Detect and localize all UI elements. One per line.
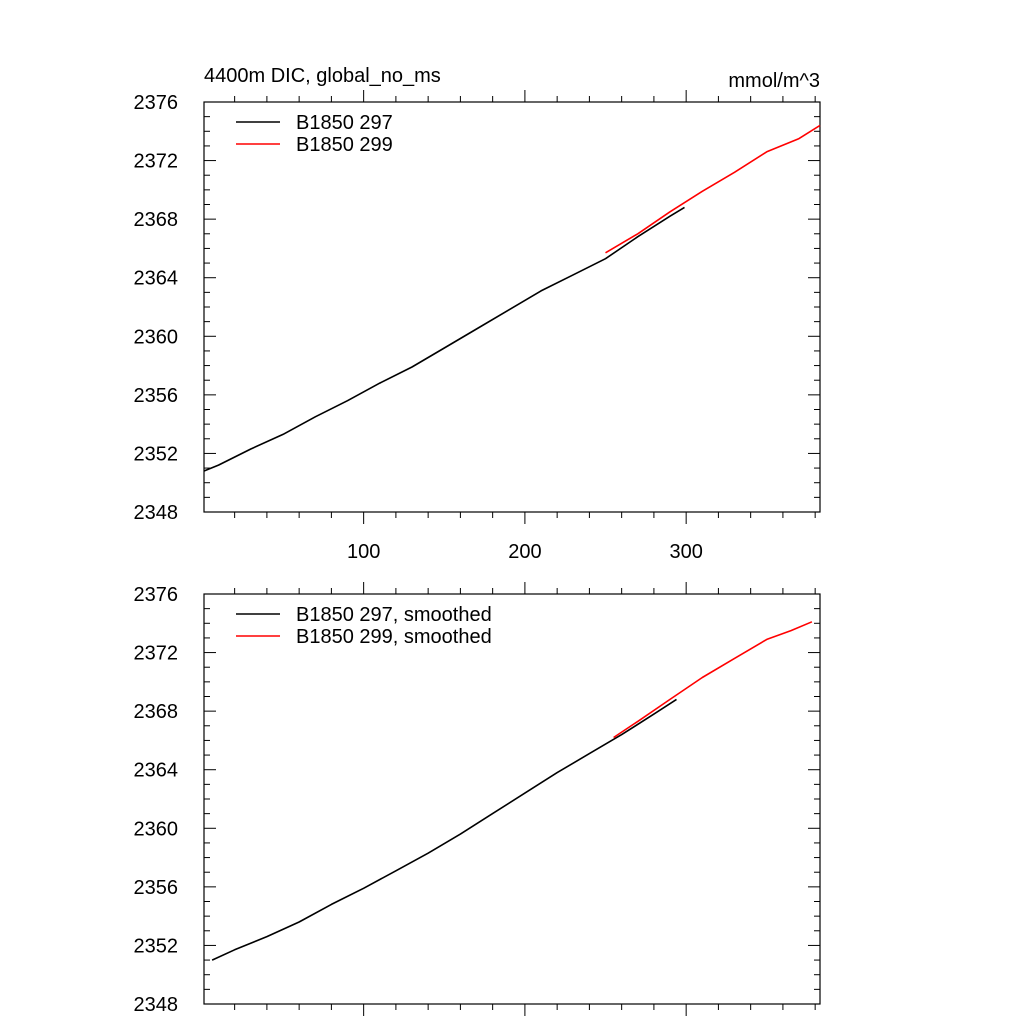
y-tick-label: 2360 [134,818,179,840]
unit-label: mmol/m^3 [728,70,820,92]
series-line-0 [211,698,677,961]
series-line-0 [203,206,685,472]
series-line-1 [613,621,813,739]
y-tick-label: 2360 [134,326,179,348]
legend-label-0: B1850 297 [296,112,393,134]
top-panel: 2348 2352 2356 2360 2364 2368 2372 2376 100 200 30… [134,90,821,563]
y-tick-label: 2352 [134,935,179,957]
y-tick-label: 2348 [134,994,179,1016]
y-tick-label: 2376 [134,584,179,606]
y-tick-label: 2376 [134,92,179,114]
y-tick-label: 2356 [134,385,179,407]
y-tick-label: 2356 [134,877,179,899]
y-tick-label: 2368 [134,701,179,723]
x-tick-label: 200 [508,541,541,563]
legend-label-1: B1850 299 [296,134,393,156]
y-tick-label: 2348 [134,502,179,524]
x-tick-label: 300 [669,541,702,563]
y-tick-label: 2364 [134,268,179,290]
y-tick-label: 2364 [134,760,179,782]
legend-label-1: B1850 299, smoothed [296,626,492,648]
y-tick-label: 2372 [134,151,179,173]
x-tick-label: 100 [347,541,380,563]
chart-title: 4400m DIC, global_no_ms [204,65,441,87]
legend-label-0: B1850 297, smoothed [296,604,492,626]
bottom-panel: 2348 2352 2356 2360 2364 2368 2372 2376 B1850 29… [134,582,821,1016]
y-tick-label: 2352 [134,443,179,465]
plot-frame [203,101,821,513]
y-tick-label: 2368 [134,209,179,231]
plot-frame [203,593,821,1005]
y-tick-label: 2372 [134,643,179,665]
series-line-1 [605,124,821,254]
